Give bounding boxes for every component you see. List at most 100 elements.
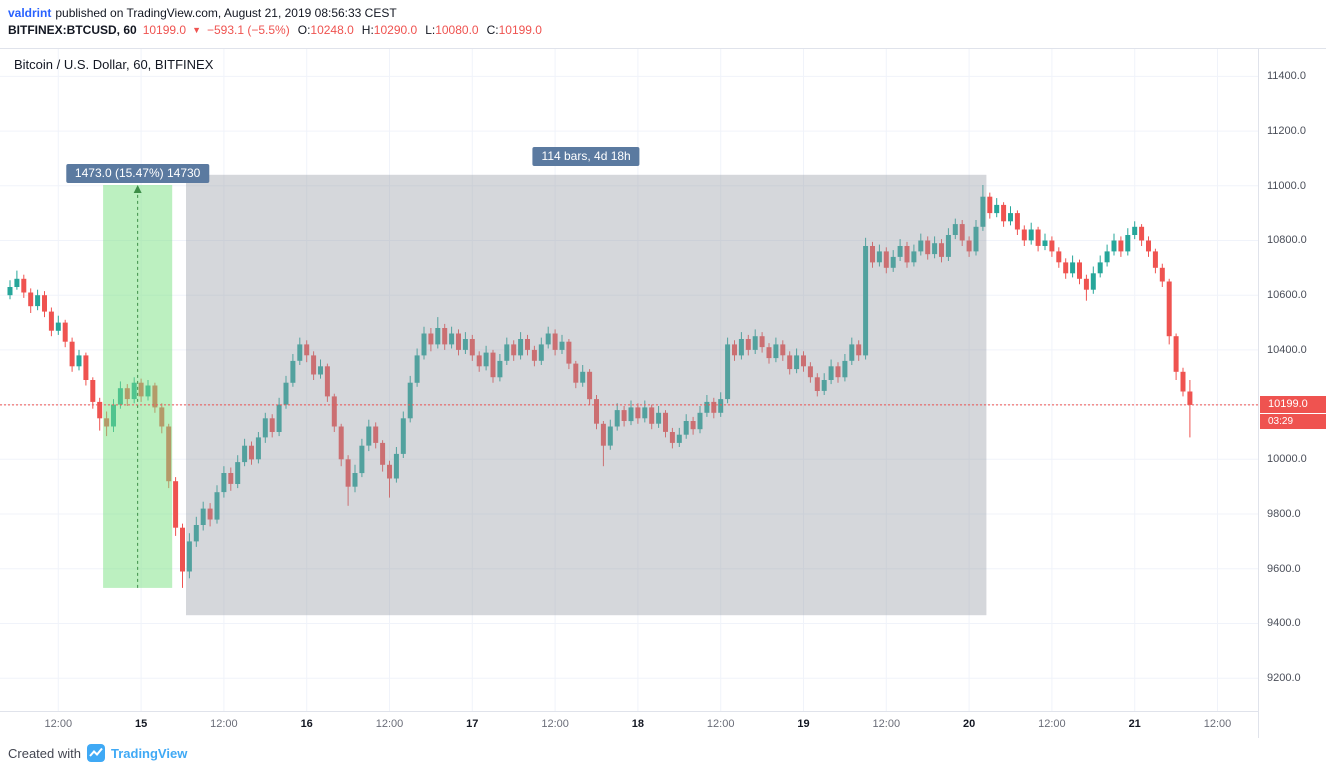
candle-body bbox=[1111, 240, 1117, 252]
candle-body bbox=[1146, 240, 1151, 252]
candle-body bbox=[635, 407, 641, 419]
high-readout: H:10290.0 bbox=[362, 23, 417, 37]
price-tag: 10199.0 bbox=[1260, 395, 1326, 413]
candle-body bbox=[656, 412, 662, 424]
candle-body bbox=[283, 382, 289, 405]
candle-body bbox=[393, 453, 399, 479]
chart-legend[interactable]: Bitcoin / U.S. Dollar, 60, BITFINEX bbox=[14, 57, 214, 72]
candle-body bbox=[7, 287, 13, 296]
time-tick-label: 16 bbox=[300, 718, 313, 730]
candle-body bbox=[269, 418, 275, 432]
time-tick-label: 12:00 bbox=[872, 718, 901, 730]
candle-body bbox=[925, 240, 931, 255]
username-link[interactable]: valdrint bbox=[8, 6, 52, 20]
candle-body bbox=[697, 412, 703, 430]
candle-body bbox=[97, 401, 103, 419]
candle-body bbox=[904, 246, 910, 263]
candle-body bbox=[918, 240, 924, 252]
candle-body bbox=[359, 445, 365, 474]
candle-body bbox=[490, 352, 496, 378]
candle-body bbox=[801, 355, 806, 367]
candle-body bbox=[600, 423, 606, 446]
candle-body bbox=[235, 462, 241, 484]
candle-body bbox=[773, 344, 779, 359]
candlestick-plot[interactable] bbox=[0, 49, 1258, 711]
candle-body bbox=[821, 380, 827, 391]
open-label: O: bbox=[297, 23, 311, 37]
time-tick-label: 12:00 bbox=[1203, 718, 1232, 730]
candle-body bbox=[318, 366, 323, 375]
candle-body bbox=[380, 442, 386, 465]
quote-bar: BITFINEX:BTCUSD, 60 10199.0 ▼ −593.1 (−5… bbox=[8, 23, 542, 37]
candle-body bbox=[511, 344, 517, 356]
candle-body bbox=[980, 196, 986, 227]
candle-body bbox=[649, 407, 655, 424]
candle-body bbox=[456, 333, 461, 350]
candle-body bbox=[552, 333, 558, 350]
price-tick-label: 9800.0 bbox=[1267, 508, 1301, 521]
candle-body bbox=[1152, 251, 1158, 268]
candle-body bbox=[814, 377, 820, 391]
candle-body bbox=[607, 426, 613, 446]
candle-body bbox=[173, 481, 179, 528]
low-readout: L:10080.0 bbox=[425, 23, 478, 37]
price-range-label: 1473.0 (15.47%) 14730 bbox=[65, 163, 210, 183]
time-tick-label: 12:00 bbox=[706, 718, 735, 730]
candle-body bbox=[580, 371, 586, 383]
time-axis[interactable]: 12:00 15 12:00 16 12:00 17 12:00 18 12:00 19 12:00… bbox=[0, 711, 1326, 738]
price-tick-label: 11200.0 bbox=[1267, 125, 1306, 138]
tradingview-link[interactable]: TradingView bbox=[110, 745, 188, 761]
candle-body bbox=[883, 251, 889, 268]
candle-body bbox=[932, 243, 938, 255]
candle-body bbox=[476, 355, 482, 367]
candle-body bbox=[856, 344, 862, 356]
candle-body bbox=[1166, 281, 1172, 337]
candle-body bbox=[897, 246, 903, 257]
countdown-tag: 03:29 bbox=[1260, 413, 1326, 429]
candle-body bbox=[400, 418, 406, 454]
candle-body bbox=[55, 322, 61, 331]
time-tick-label: 15 bbox=[134, 718, 148, 730]
candle-body bbox=[345, 459, 351, 487]
date-range-measurement[interactable] bbox=[186, 174, 987, 616]
candle-body bbox=[725, 344, 731, 400]
candle-body bbox=[207, 508, 213, 520]
footer: Created with TradingView bbox=[8, 744, 187, 762]
candle-body bbox=[718, 399, 724, 413]
candle-body bbox=[221, 473, 227, 493]
bars-range-label: 114 bars, 4d 18h bbox=[532, 146, 640, 166]
candle-body bbox=[1097, 262, 1103, 274]
candle-body bbox=[911, 251, 917, 263]
time-tick-label: 12:00 bbox=[1038, 718, 1066, 730]
candle-body bbox=[759, 336, 765, 348]
candle-body bbox=[1139, 226, 1145, 241]
price-tick-label: 10800.0 bbox=[1267, 234, 1307, 247]
candle-body bbox=[587, 371, 593, 400]
candle-body bbox=[249, 445, 254, 460]
candle-body bbox=[994, 204, 1000, 214]
candle-body bbox=[35, 295, 41, 307]
candle-body bbox=[297, 344, 303, 361]
candle-body bbox=[835, 366, 841, 378]
candle-body bbox=[276, 404, 282, 432]
time-tick-label: 12:00 bbox=[375, 718, 404, 730]
candle-body bbox=[752, 336, 758, 350]
price-down-arrow-icon: ▼ bbox=[192, 25, 201, 35]
candle-body bbox=[21, 278, 27, 293]
last-price-value: 10199.0 bbox=[142, 23, 187, 37]
time-tick-label: 20 bbox=[962, 718, 976, 730]
high-label: H: bbox=[361, 23, 374, 37]
open-value: 10248.0 bbox=[310, 23, 354, 37]
candle-body bbox=[1083, 278, 1089, 290]
candle-body bbox=[849, 344, 855, 361]
candle-body bbox=[352, 473, 358, 487]
candle-body bbox=[863, 246, 869, 356]
candle-body bbox=[428, 333, 434, 345]
candle-body bbox=[290, 360, 296, 383]
candle-body bbox=[545, 333, 551, 345]
low-value: 10080.0 bbox=[435, 23, 479, 37]
price-axis[interactable]: 10199.0 03:29 11400.0 11200.0 11000.0 10800… bbox=[1258, 49, 1326, 738]
candle-body bbox=[442, 328, 448, 345]
tradingview-logo-icon[interactable] bbox=[86, 744, 105, 762]
candle-body bbox=[663, 412, 668, 432]
